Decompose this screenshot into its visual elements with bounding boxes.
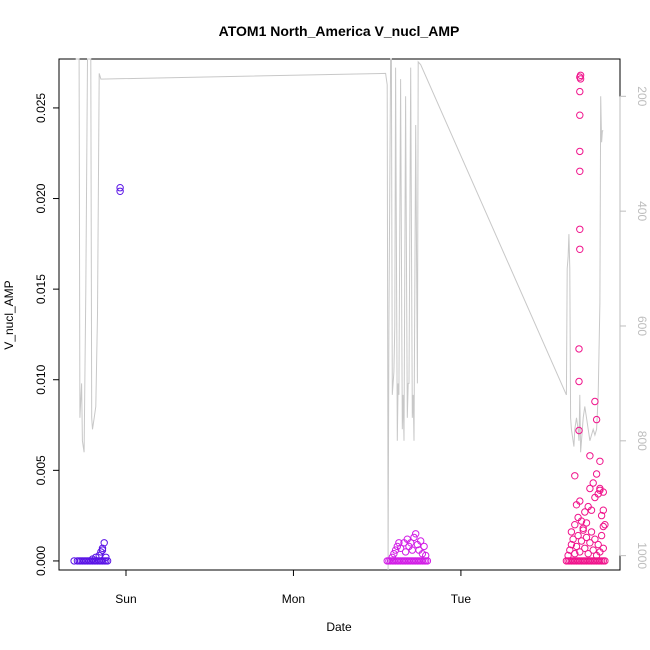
point-day2-43	[420, 542, 428, 551]
point-day3-80	[576, 147, 584, 156]
point-day1-27	[102, 553, 110, 561]
point-day2-24	[423, 557, 432, 565]
point-day2-25	[388, 553, 396, 561]
y-tick-label-0: 0.000	[34, 546, 48, 576]
y-axis: 0.000 0.005 0.010 0.015 0.020 0.025	[34, 93, 60, 576]
x-tick-label-0: Sun	[115, 592, 136, 606]
point-day3-37	[586, 539, 594, 547]
point-day2-37	[410, 533, 418, 542]
point-day3-64	[599, 506, 607, 514]
points-layer	[70, 71, 609, 565]
point-day1-25	[100, 539, 108, 547]
point-day3-65	[571, 472, 579, 480]
point-day3-81	[576, 111, 584, 119]
y2-tick-label-2: 600	[635, 316, 649, 336]
y-tick-label-4: 0.020	[34, 183, 48, 213]
y2-axis: 200 400 600 800 1000	[619, 86, 649, 569]
point-day3-73	[599, 488, 607, 496]
point-day2-26	[390, 550, 398, 558]
point-day3-78	[576, 225, 584, 234]
point-day3-32	[577, 537, 586, 545]
point-day1-23	[97, 548, 105, 556]
y2-tick-label-3: 800	[635, 431, 649, 451]
point-day3-66	[586, 452, 594, 460]
point-day3-36	[584, 550, 592, 558]
y-tick-label-2: 0.010	[34, 364, 48, 394]
plot-frame	[58, 58, 621, 571]
x-tick-label-1: Mon	[282, 592, 305, 606]
point-day3-42	[594, 540, 602, 549]
point-day3-62	[592, 470, 601, 478]
secondary-line	[75, 58, 604, 571]
point-day3-31	[576, 548, 584, 556]
point-day3-40	[591, 535, 599, 543]
point-day3-69	[596, 457, 604, 465]
point-day3-35	[582, 533, 591, 542]
point-day1-29	[116, 187, 124, 196]
point-day3-23	[601, 557, 609, 565]
point-day1-22	[95, 551, 103, 560]
point-day2-35	[407, 539, 415, 547]
secondary-line-layer	[75, 58, 604, 571]
y-tick-label-1: 0.005	[34, 455, 48, 485]
point-day2-27	[391, 546, 400, 554]
point-day3-29	[572, 542, 581, 551]
point-day3-55	[597, 511, 606, 520]
point-day2-32	[401, 548, 410, 556]
point-day2-41	[417, 537, 425, 545]
point-day3-25	[566, 546, 574, 554]
point-day1-19	[103, 557, 112, 565]
y-tick-label-3: 0.015	[34, 274, 48, 304]
point-day3-26	[567, 540, 576, 549]
point-day3-47	[571, 521, 579, 529]
point-day3-59	[582, 519, 591, 527]
point-day3-74	[575, 426, 583, 435]
point-day3-49	[577, 517, 586, 525]
point-day3-77	[576, 245, 584, 254]
x-axis: Sun Mon Tue	[115, 570, 471, 606]
point-day3-50	[581, 508, 589, 516]
point-day1-28	[116, 184, 124, 192]
chart-title: ATOM1 North_America V_nucl_AMP	[219, 23, 460, 39]
y-axis-label: V_nucl_AMP	[2, 280, 16, 349]
point-day3-54	[594, 490, 602, 498]
point-day2-30	[396, 544, 405, 552]
point-day3-76	[575, 345, 583, 353]
point-day3-57	[576, 497, 584, 505]
point-day3-79	[576, 167, 584, 176]
point-day3-85	[576, 73, 584, 81]
y2-tick-label-0: 200	[635, 86, 649, 106]
point-day3-39	[589, 546, 597, 554]
y2-tick-label-1: 400	[635, 201, 649, 221]
point-day3-70	[599, 522, 607, 531]
point-day3-46	[567, 528, 576, 536]
y2-tick-label-4: 1000	[635, 542, 649, 569]
point-day3-30	[574, 531, 582, 540]
point-day3-82	[576, 87, 584, 96]
point-day3-67	[591, 397, 599, 406]
point-day3-44	[597, 531, 606, 540]
point-day3-34	[581, 544, 589, 552]
point-day2-44	[422, 551, 430, 560]
point-day3-24	[564, 551, 572, 560]
point-day3-60	[586, 484, 594, 493]
y-tick-label-5: 0.025	[34, 93, 48, 123]
point-day3-71	[601, 521, 609, 529]
point-day3-58	[579, 524, 587, 532]
point-day1-26	[98, 546, 107, 554]
point-day3-45	[599, 544, 607, 552]
point-day3-38	[587, 528, 596, 536]
point-day3-61	[589, 479, 597, 487]
point-day2-38	[412, 530, 420, 538]
point-day3-27	[569, 535, 577, 543]
point-day3-52	[587, 506, 596, 514]
point-day3-75	[575, 377, 583, 386]
x-tick-label-2: Tue	[451, 592, 472, 606]
point-day3-68	[592, 415, 601, 424]
point-day3-28	[571, 550, 579, 558]
x-axis-label: Date	[326, 620, 352, 634]
